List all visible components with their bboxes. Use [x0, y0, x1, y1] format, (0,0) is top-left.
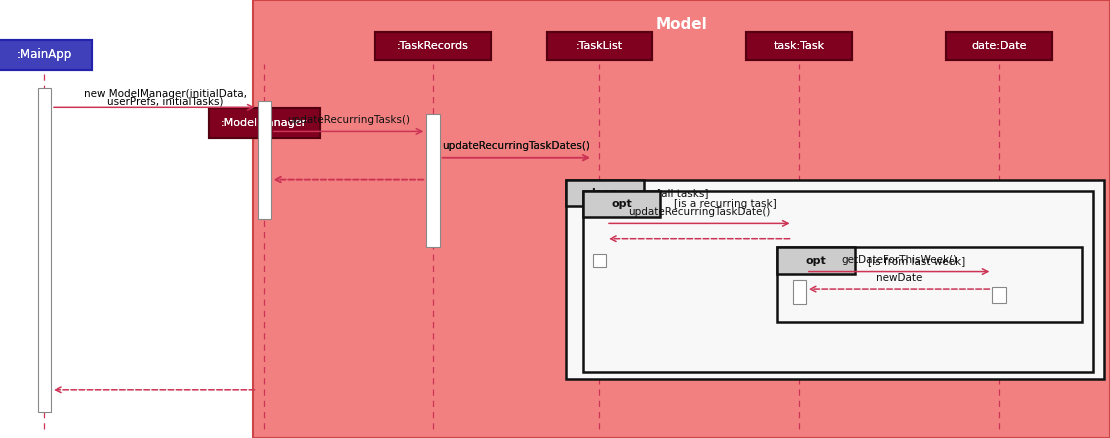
Bar [547, 32, 653, 60]
Bar [583, 191, 1093, 372]
Text: :MainApp: :MainApp [17, 48, 72, 61]
Bar [793, 280, 806, 304]
Text: [all tasks]: [all tasks] [657, 188, 708, 198]
Bar [947, 32, 1052, 60]
Bar [0, 40, 91, 70]
Text: newDate: newDate [876, 272, 922, 283]
Bar [209, 108, 320, 138]
Text: date:Date: date:Date [971, 41, 1027, 51]
Text: [is a recurring task]: [is a recurring task] [674, 199, 777, 208]
Text: :TaskList: :TaskList [576, 41, 623, 51]
Text: :ModelManager: :ModelManager [221, 118, 307, 127]
Bar [992, 287, 1006, 303]
Text: newDate: newDate [876, 272, 922, 283]
Bar [253, 0, 1110, 438]
Text: updateRecurringTaskDates(): updateRecurringTaskDates() [442, 141, 591, 151]
Bar [777, 247, 1082, 322]
Bar [547, 32, 653, 60]
Bar [746, 32, 852, 60]
Text: updateRecurringTaskDates(): updateRecurringTaskDates() [442, 141, 591, 151]
Text: updateRecurringTasks(): updateRecurringTasks() [287, 115, 410, 125]
Text: :ModelManager: :ModelManager [221, 118, 307, 127]
Bar [0, 40, 91, 70]
Text: [is from last week]: [is from last week] [868, 256, 966, 265]
Text: task:Task: task:Task [774, 41, 825, 51]
Bar [426, 114, 440, 247]
Text: loop: loop [592, 188, 618, 198]
Bar [209, 108, 320, 138]
Text: getDateForThisWeek(): getDateForThisWeek() [841, 255, 957, 265]
Bar [947, 32, 1052, 60]
Bar [375, 32, 491, 60]
Bar [793, 280, 806, 304]
Bar [746, 32, 852, 60]
Text: :MainApp: :MainApp [17, 48, 72, 61]
Bar [583, 191, 660, 217]
Text: updateRecurringTaskDate(): updateRecurringTaskDate() [628, 207, 770, 217]
Bar [258, 101, 271, 219]
Bar [375, 32, 491, 60]
Bar [777, 247, 855, 274]
Text: task:Task: task:Task [774, 41, 825, 51]
Bar [992, 287, 1006, 303]
Text: Model: Model [656, 17, 707, 32]
Text: userPrefs, initialTasks): userPrefs, initialTasks) [108, 97, 223, 107]
Bar [566, 180, 644, 206]
Bar [593, 254, 606, 267]
Text: date:Date: date:Date [971, 41, 1027, 51]
Bar [38, 88, 51, 412]
Text: getDateForThisWeek(): getDateForThisWeek() [841, 255, 957, 265]
Text: :TaskRecords: :TaskRecords [397, 41, 468, 51]
Text: opt: opt [806, 256, 826, 265]
Text: :TaskList: :TaskList [576, 41, 623, 51]
Text: updateRecurringTaskDate(): updateRecurringTaskDate() [628, 207, 770, 217]
Text: opt: opt [612, 199, 632, 208]
Bar [566, 180, 1104, 379]
Text: :TaskRecords: :TaskRecords [397, 41, 468, 51]
Bar [593, 254, 606, 267]
Text: new ModelManager(initialData,: new ModelManager(initialData, [84, 88, 246, 99]
